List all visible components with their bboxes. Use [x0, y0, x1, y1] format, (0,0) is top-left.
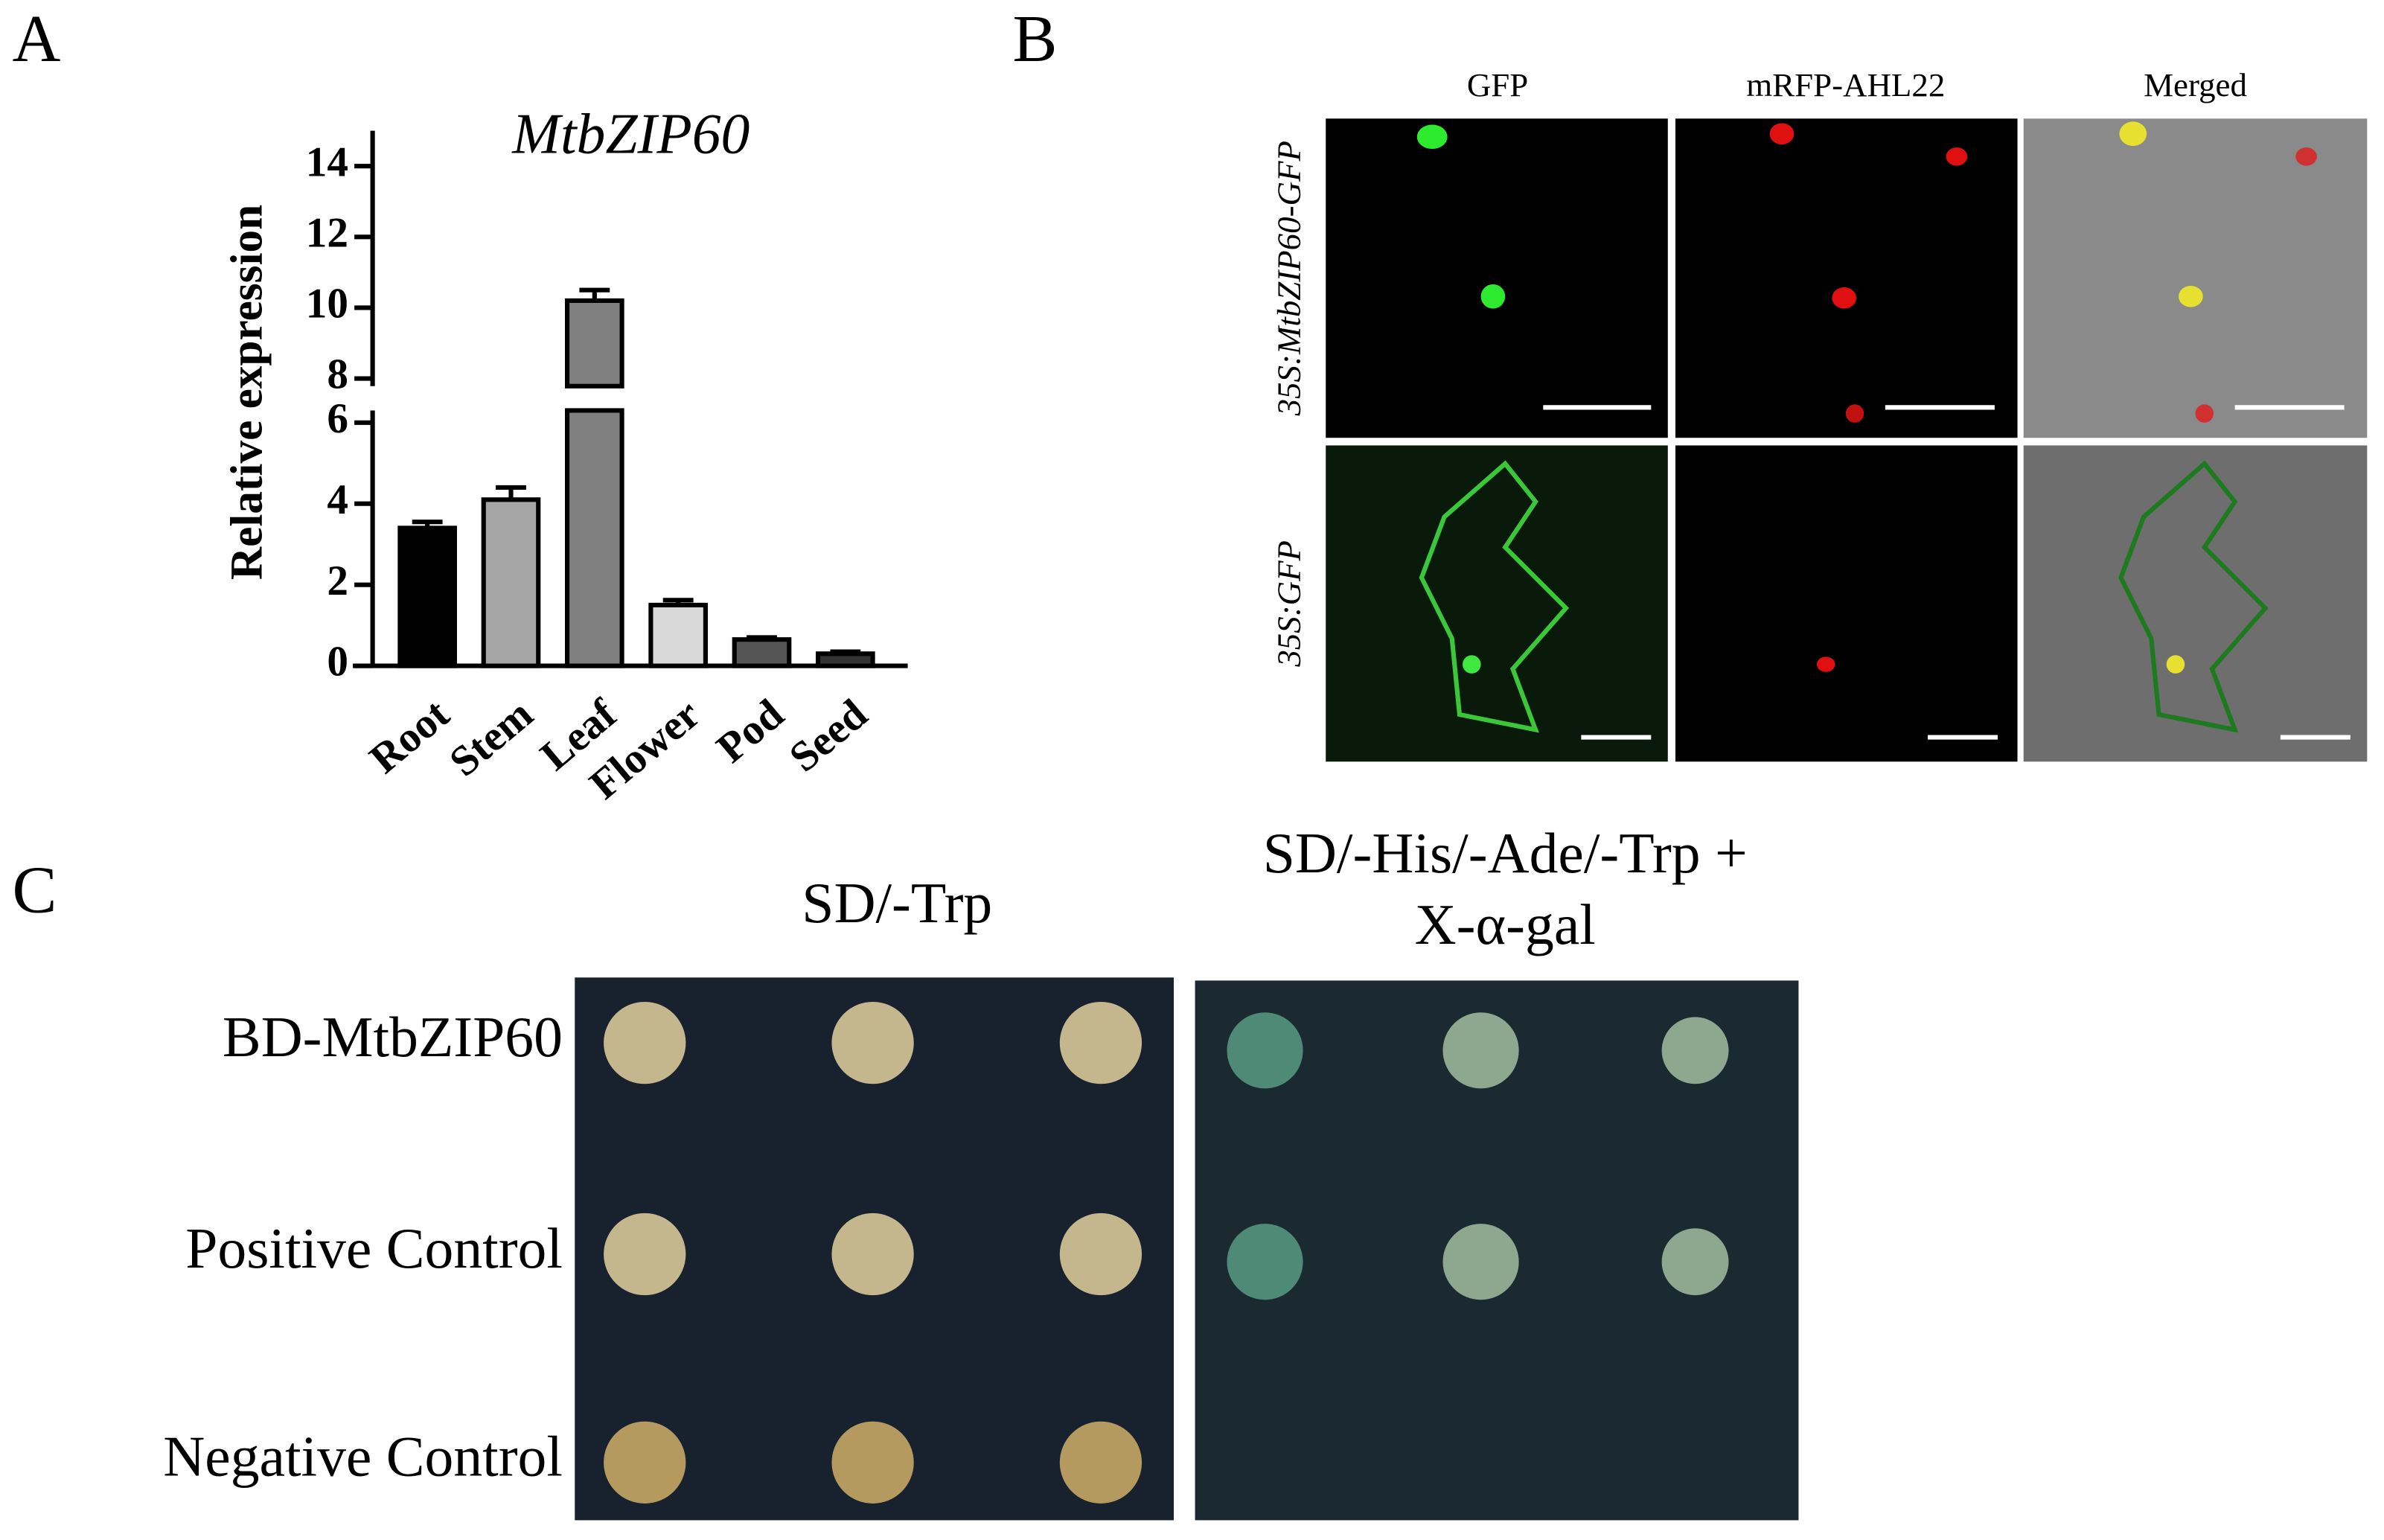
row-label: 35S:MtbZIP60-GFP [1271, 141, 1308, 416]
colony-spot [1059, 1001, 1143, 1084]
bar [397, 525, 457, 668]
column-header: mRFP-AHL22 [1746, 66, 1945, 103]
row-label: BD-MtbZIP60 [223, 1005, 563, 1069]
bar [481, 497, 541, 668]
colony-spot [1227, 1012, 1303, 1089]
colony-spot [604, 1421, 686, 1504]
y-tick-label: 4 [327, 476, 348, 523]
y-tick-label: 10 [306, 281, 348, 328]
y-tick-label: 6 [327, 395, 348, 442]
x-tick-label: Root [361, 691, 458, 783]
y-tick-label: 0 [327, 639, 348, 686]
colony-spot [1227, 1224, 1303, 1300]
colony-spot [1059, 1212, 1143, 1296]
panel-label: B [1012, 2, 1057, 76]
colony-spot [1442, 1224, 1519, 1300]
bar [564, 408, 624, 668]
y-tick-label: 8 [327, 351, 348, 398]
panel-label: A [13, 2, 61, 76]
y-axis-label: Relative expression [221, 205, 272, 580]
colony-spot [604, 1212, 686, 1296]
column-header: Merged [2144, 66, 2247, 103]
colony-spot [1661, 1017, 1729, 1084]
colony-spot [604, 1001, 686, 1084]
row-label: 35S:GFP [1271, 540, 1308, 668]
y-tick-label: 12 [306, 209, 348, 256]
colony-spot [1059, 1421, 1143, 1504]
bar [648, 602, 708, 668]
bar [815, 651, 875, 668]
panel-label: C [13, 854, 57, 927]
column-header: GFP [1467, 66, 1528, 103]
x-tick-label: Stem [441, 691, 541, 786]
colony-spot [831, 1212, 914, 1296]
y-tick-label: 2 [327, 557, 348, 604]
colony-spot [831, 1001, 914, 1084]
chart-title: MtbZIP60 [511, 102, 750, 166]
x-tick-label: Pod [708, 690, 793, 772]
x-tick-label: Seed [781, 690, 876, 781]
colony-spot [1661, 1228, 1729, 1296]
colony-spot [831, 1421, 914, 1504]
y-tick-label: 14 [306, 138, 348, 185]
row-label: Negative Control [163, 1425, 563, 1489]
yeast-panel: SD/-Trp SD/-His/-Ade/-Trp + X-α-gal BD-MtbZ… [163, 821, 1799, 1521]
bar [564, 298, 624, 389]
condition-label: X-α-gal [1415, 892, 1596, 956]
row-label: Positive Control [185, 1216, 563, 1280]
condition-label: SD/-His/-Ade/-Trp + [1263, 821, 1748, 885]
condition-label: SD/-Trp [802, 871, 992, 935]
microscopy-panel: GFP mRFP-AHL22 Merged 35S:MtbZIP60-GFP 35S:G… [1271, 66, 2368, 762]
colony-spot [1442, 1012, 1519, 1089]
bar [732, 637, 792, 668]
